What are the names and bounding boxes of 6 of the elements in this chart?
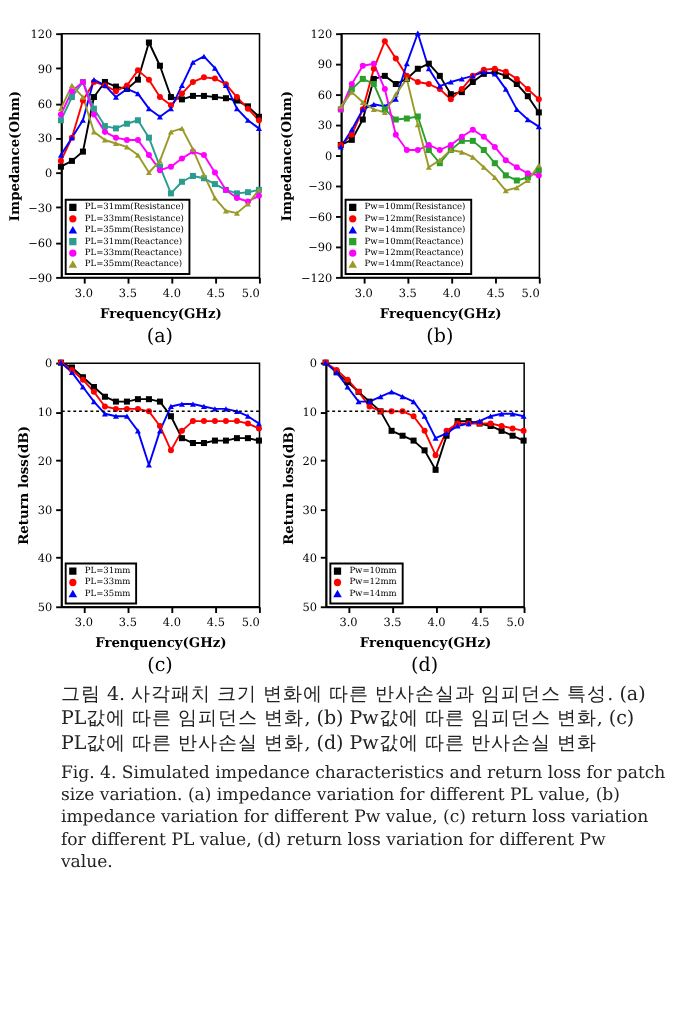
text: (a) [146, 325, 174, 348]
text: (d) [411, 655, 439, 678]
text: (b) [426, 325, 454, 348]
text: (c) [147, 655, 173, 678]
caption: Fig. 4. Simulated impedance characteristics and return loss for patch size variation. (a) impedance variation for different PL value, (b) impedance variation for different Pw value, (c) return loss variation for different PL value, (d) return loss variation for different Pw value. [58, 763, 667, 873]
caption: 그림 4. 사각패치 크기 변화에 따른 반사손실과 임피던스 특성. (a) PL값에 따른 임피던스 변화, (b) Pw값에 따른 임피던스 변화, (c) PL값에 따른 반사손실 변화, (d) Pw값에 따른 반사손실 변화 [60, 683, 646, 756]
